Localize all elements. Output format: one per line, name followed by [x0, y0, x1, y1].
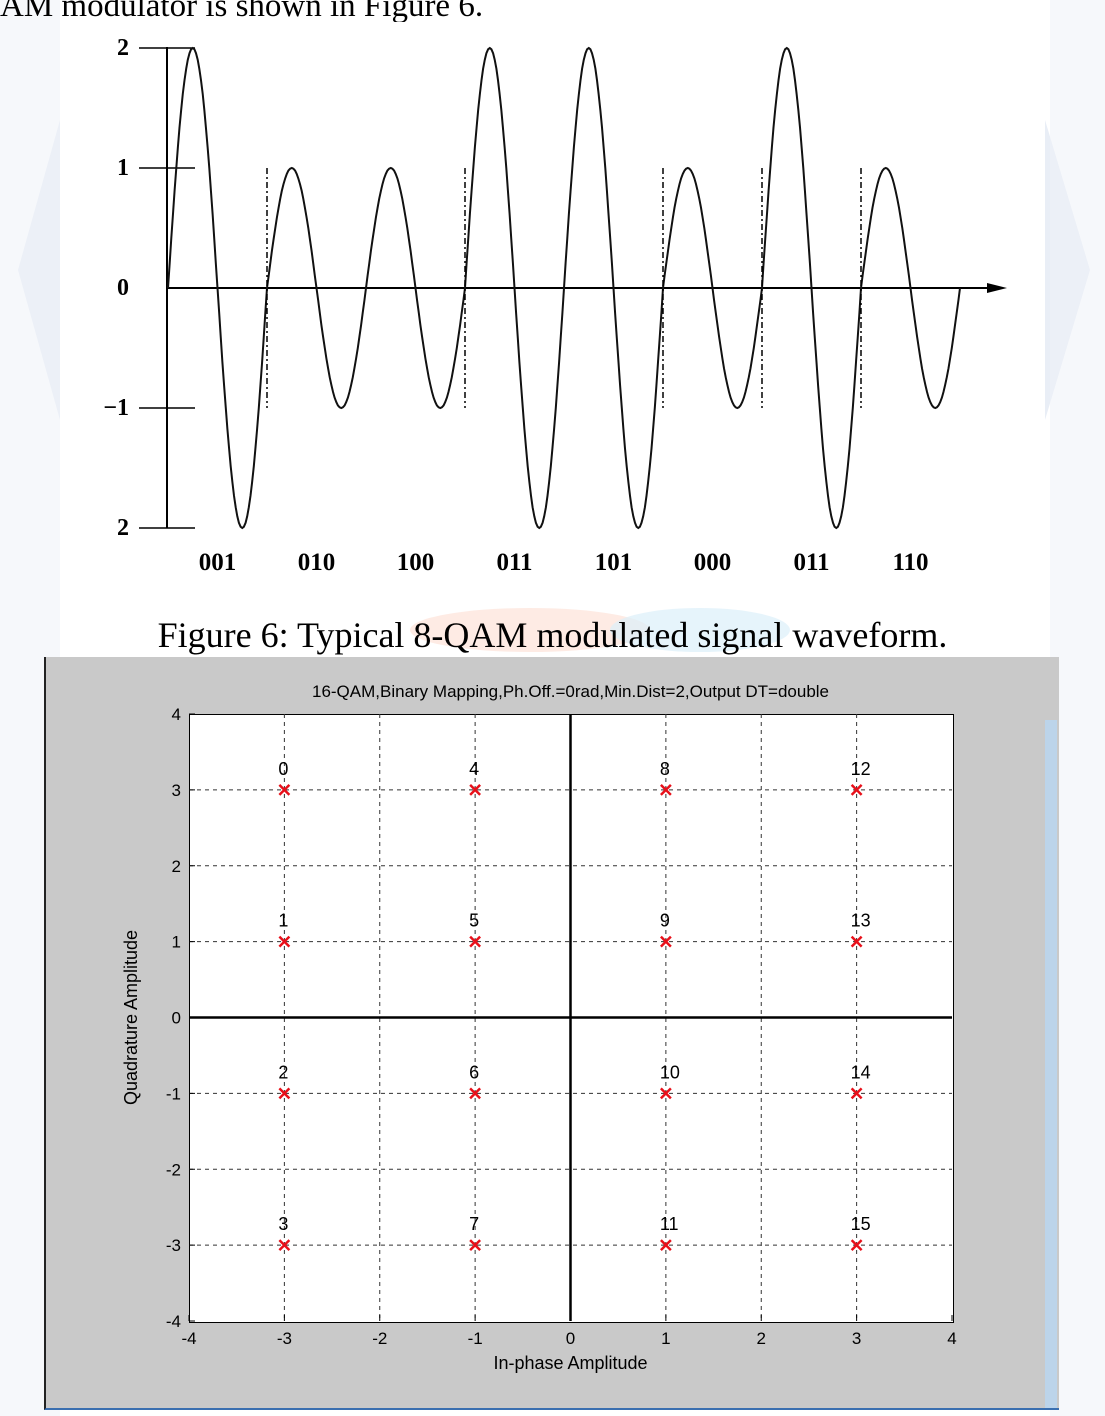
y-tick-label: -4: [166, 1312, 181, 1331]
chart-title: 16-QAM,Binary Mapping,Ph.Off.=0rad,Min.D…: [312, 682, 829, 701]
y-tick-label: 3: [172, 781, 181, 800]
constellation-point-label: 0: [278, 759, 288, 779]
symbol-label: 100: [397, 549, 435, 576]
x-axis-arrow-icon: [987, 283, 1007, 293]
x-tick-label: -3: [277, 1329, 292, 1348]
constellation-point-label: 6: [469, 1062, 479, 1082]
intro-text: AM modulator is shown in Figure 6.: [0, 0, 484, 24]
constellation-point: [850, 935, 863, 948]
waveform-y-tick-label: 2: [117, 515, 129, 541]
waveform-y-tick-label: 1: [117, 155, 129, 181]
y-tick-label: -1: [166, 1084, 181, 1103]
constellation-point-label: 11: [660, 1214, 679, 1234]
window-edge: [1045, 720, 1057, 1408]
constellation-point-label: 15: [851, 1214, 871, 1234]
waveform-figure: 2 1 0 −1 2 001 010 100 011 101 000 011 110: [72, 22, 1032, 604]
constellation-point: [469, 1239, 482, 1252]
y-tick-label: 0: [172, 1009, 181, 1028]
symbol-label: 010: [298, 549, 336, 576]
constellation-point-label: 5: [469, 911, 479, 931]
symbol-label: 011: [793, 549, 829, 576]
constellation-point-label: 4: [469, 759, 479, 779]
waveform-y-tick-label: 2: [117, 35, 129, 61]
constellation-point: [278, 1239, 291, 1252]
waveform-signal-line: [167, 46, 961, 530]
symbol-label: 011: [496, 549, 532, 576]
constellation-point: [850, 1087, 863, 1100]
x-tick-label: 2: [757, 1329, 766, 1348]
y-axis-label: Quadrature Amplitude: [121, 930, 141, 1105]
x-tick-label: -1: [468, 1329, 483, 1348]
y-tick-label: -2: [166, 1160, 181, 1179]
symbol-label: 110: [892, 549, 928, 576]
y-tick-label: -3: [166, 1236, 181, 1255]
constellation-point: [278, 783, 291, 796]
constellation-point-label: 13: [851, 911, 871, 931]
constellation-point: [659, 935, 672, 948]
symbol-label: 000: [694, 549, 732, 576]
constellation-point: [469, 1087, 482, 1100]
waveform-y-tick-label: −1: [103, 395, 129, 421]
x-axis-label: In-phase Amplitude: [493, 1353, 647, 1373]
y-tick-label: 2: [172, 857, 181, 876]
constellation-point-label: 8: [660, 759, 670, 779]
constellation-point: [278, 1087, 291, 1100]
symbol-label: 101: [595, 549, 633, 576]
constellation-point-label: 12: [851, 759, 871, 779]
x-tick-label: -2: [372, 1329, 387, 1348]
figure6-caption: Figure 6: Typical 8-QAM modulated signal…: [157, 615, 948, 655]
y-tick-label: 4: [172, 705, 181, 724]
x-tick-label: -4: [181, 1329, 196, 1348]
constellation-point: [850, 1239, 863, 1252]
constellation-point-label: 2: [278, 1062, 288, 1082]
constellation-point: [469, 783, 482, 796]
x-tick-label: 0: [566, 1329, 575, 1348]
constellation-point-label: 1: [278, 911, 288, 931]
y-tick-label: 1: [172, 933, 181, 952]
x-tick-label: 3: [852, 1329, 861, 1348]
x-tick-label: 4: [947, 1329, 956, 1348]
constellation-point: [469, 935, 482, 948]
x-tick-label: 1: [661, 1329, 670, 1348]
waveform-y-tick-label: 0: [117, 275, 129, 301]
constellation-point-label: 3: [278, 1214, 288, 1234]
constellation-point: [659, 783, 672, 796]
constellation-point-label: 14: [851, 1062, 871, 1082]
symbol-label: 001: [199, 549, 237, 576]
constellation-point-label: 9: [660, 911, 670, 931]
constellation-point: [850, 783, 863, 796]
waveform-plot: 2 1 0 −1 2 001 010 100 011 101 000 011 110: [103, 35, 1007, 576]
constellation-point: [659, 1239, 672, 1252]
constellation-point: [659, 1087, 672, 1100]
constellation-point-label: 10: [660, 1062, 680, 1082]
constellation-point-label: 7: [469, 1214, 479, 1234]
constellation-point: [278, 935, 291, 948]
